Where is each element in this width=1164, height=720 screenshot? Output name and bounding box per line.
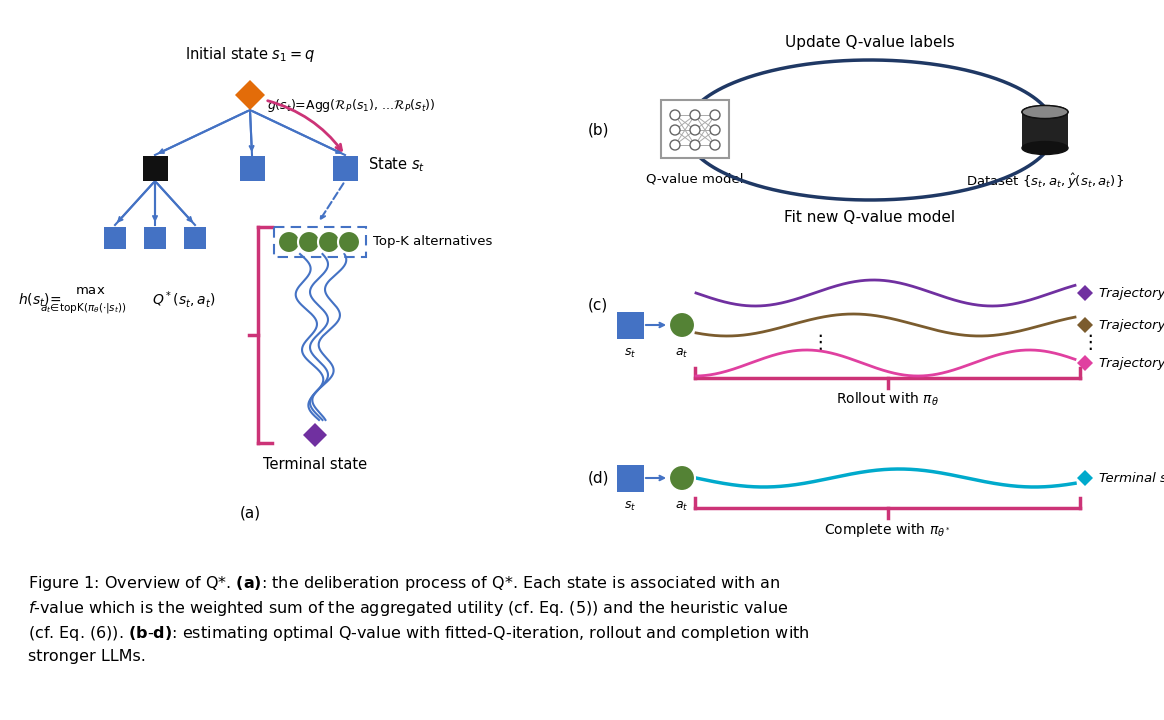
Text: (cf. Eq. (6)). $\mathbf{(b\text{-}d)}$: estimating optimal Q-value with fitted-Q: (cf. Eq. (6)). $\mathbf{(b\text{-}d)}$: … [28,624,810,643]
Text: Complete with $\pi_{\theta^*}$: Complete with $\pi_{\theta^*}$ [824,521,951,539]
Text: Terminal state: Terminal state [263,457,367,472]
Text: $s_t$: $s_t$ [624,500,636,513]
Text: Q-value model: Q-value model [646,172,744,185]
Bar [142,156,168,181]
Polygon shape [1077,317,1093,333]
Text: Trajectory 1: Trajectory 1 [1099,287,1164,300]
Circle shape [318,231,340,253]
Text: (b): (b) [588,122,610,138]
Circle shape [670,140,680,150]
Text: ⋮: ⋮ [1080,333,1100,351]
Text: Fit new Q-value model: Fit new Q-value model [785,210,956,225]
Bar [184,227,206,249]
Bar [240,156,264,181]
Bar [617,312,644,338]
Text: (d): (d) [588,470,610,485]
Text: (c): (c) [588,297,609,312]
Text: Top-K alternatives: Top-K alternatives [372,235,492,248]
Circle shape [710,125,721,135]
Text: $f$-value which is the weighted sum of the aggregated utility (cf. Eq. (5)) and : $f$-value which is the weighted sum of t… [28,599,788,618]
Circle shape [278,231,300,253]
Polygon shape [235,80,265,110]
Text: Terminal state: Terminal state [1099,472,1164,485]
Text: Trajectory N: Trajectory N [1099,356,1164,369]
Text: State $s_t$: State $s_t$ [368,156,425,174]
Text: $s_t$: $s_t$ [624,347,636,360]
Text: stronger LLMs.: stronger LLMs. [28,649,146,664]
Polygon shape [1077,355,1093,371]
Text: $h(s_t)$=: $h(s_t)$= [17,292,62,309]
Circle shape [670,125,680,135]
Polygon shape [1077,470,1093,486]
Circle shape [710,140,721,150]
Bar [104,227,126,249]
Circle shape [338,231,360,253]
Bar [661,100,729,158]
Ellipse shape [1022,142,1069,155]
Bar [617,464,644,492]
Bar [1022,112,1069,147]
Text: Figure 1: Overview of Q*. $\mathbf{(a)}$: the deliberation process of Q*. Each s: Figure 1: Overview of Q*. $\mathbf{(a)}$… [28,574,780,593]
Circle shape [298,231,320,253]
Text: (a): (a) [240,505,261,520]
Bar [274,227,365,257]
Circle shape [669,312,695,338]
Ellipse shape [1022,106,1069,119]
Circle shape [690,125,700,135]
Text: $a_t\!\in\!\mathrm{topK}(\pi_\theta(\cdot|s_t))$: $a_t\!\in\!\mathrm{topK}(\pi_\theta(\cdo… [40,301,127,315]
Text: $\max$: $\max$ [74,284,106,297]
Text: $Q^*(s_t, a_t)$: $Q^*(s_t, a_t)$ [152,289,215,310]
Text: ⋮: ⋮ [810,333,830,351]
Circle shape [669,465,695,491]
Circle shape [710,110,721,120]
Bar [144,227,166,249]
Text: Initial state $s_1 = q$: Initial state $s_1 = q$ [185,45,315,65]
Polygon shape [303,423,327,447]
Text: $g(s_t)$=Agg($\mathcal{R}_P(s_1)$, ...$\mathcal{R}_P(s_t)$): $g(s_t)$=Agg($\mathcal{R}_P(s_1)$, ...$\… [267,96,435,114]
Text: $a_t$: $a_t$ [675,500,689,513]
Text: Trajectory 2: Trajectory 2 [1099,318,1164,331]
Text: Rollout with $\pi_\theta$: Rollout with $\pi_\theta$ [836,391,939,408]
Text: Dataset $\{s_t, a_t, \hat{y}(s_t, a_t)\}$: Dataset $\{s_t, a_t, \hat{y}(s_t, a_t)\}… [966,172,1124,191]
Polygon shape [1077,285,1093,301]
Circle shape [690,140,700,150]
Text: $a_t$: $a_t$ [675,347,689,360]
Bar [333,156,357,181]
Circle shape [670,110,680,120]
Ellipse shape [1022,106,1069,119]
Circle shape [690,110,700,120]
Text: Update Q-value labels: Update Q-value labels [786,35,954,50]
